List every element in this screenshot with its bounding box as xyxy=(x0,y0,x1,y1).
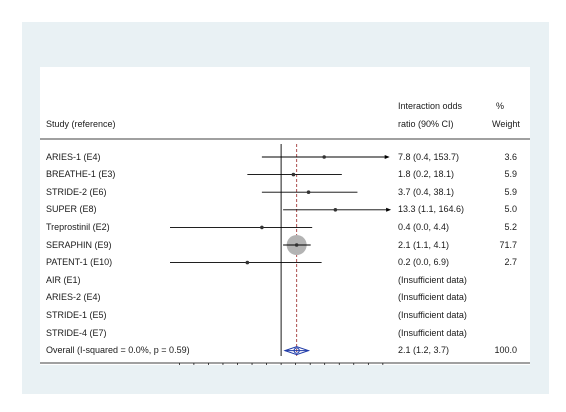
study-label: STRIDE-1 (E5) xyxy=(46,309,107,320)
or-ci-value: (Insufficient data) xyxy=(398,292,467,303)
forest-plot-svg: .125.25.5124816 xyxy=(40,138,530,365)
weight-value: 2.7 xyxy=(504,257,517,268)
ci-arrow xyxy=(384,155,390,159)
point-estimate xyxy=(306,190,311,194)
or-ci-value: 2.1 (1.1, 4.1) xyxy=(398,239,450,250)
overall-diamond xyxy=(283,346,311,356)
study-label: AIR (E1) xyxy=(46,274,81,285)
weight-column-header-line1: % xyxy=(496,101,505,111)
ci-arrow xyxy=(386,207,392,212)
study-column-header: Study (reference) xyxy=(46,119,116,129)
or-column-header-line2: ratio (90% CI) xyxy=(398,119,454,129)
weight-value: 5.2 xyxy=(504,221,517,232)
weight-value: 5.9 xyxy=(504,186,517,197)
point-estimate xyxy=(333,208,338,212)
point-estimate xyxy=(260,225,264,230)
or-ci-value: 2.1 (1.2, 3.7) xyxy=(398,345,450,356)
weight-column-header-line2: Weight xyxy=(492,119,520,129)
weight-value: 100.0 xyxy=(494,345,517,356)
point-estimate xyxy=(322,155,326,159)
study-label: SERAPHIN (E9) xyxy=(46,239,112,250)
or-ci-value: 0.2 (0.0, 6.9) xyxy=(398,257,450,268)
weight-value: 5.9 xyxy=(504,169,517,180)
study-label: PATENT-1 (E10) xyxy=(46,257,113,268)
or-ci-value: 13.3 (1.1, 164.6) xyxy=(398,204,465,215)
overall-point xyxy=(293,347,300,354)
or-ci-value: (Insufficient data) xyxy=(398,309,467,320)
point-estimate xyxy=(294,243,299,247)
weight-value: 5.0 xyxy=(504,204,517,215)
study-label: Treprostinil (E2) xyxy=(46,221,110,232)
point-estimate xyxy=(245,260,250,265)
study-label: ARIES-1 (E4) xyxy=(46,151,101,162)
point-estimate xyxy=(291,172,296,177)
weight-value: 3.6 xyxy=(504,151,517,162)
forest-plot-panel: Study (reference) Interaction odds ratio… xyxy=(40,67,530,365)
study-label: Overall (I-squared = 0.0%, p = 0.59) xyxy=(46,345,190,356)
or-ci-value: 7.8 (0.4, 153.7) xyxy=(398,151,460,162)
or-ci-value: 3.7 (0.4, 38.1) xyxy=(398,186,455,197)
study-label: SUPER (E8) xyxy=(46,204,97,215)
or-ci-value: 0.4 (0.0, 4.4) xyxy=(398,221,450,232)
or-ci-value: 1.8 (0.2, 18.1) xyxy=(398,169,455,180)
or-column-header-line1: Interaction odds xyxy=(398,101,463,111)
or-ci-value: (Insufficient data) xyxy=(398,274,467,285)
study-label: ARIES-2 (E4) xyxy=(46,292,101,303)
weight-value: 71.7 xyxy=(499,239,517,250)
study-label: BREATHE-1 (E3) xyxy=(46,169,116,180)
figure-background: Study (reference) Interaction odds ratio… xyxy=(22,22,549,394)
or-ci-value: (Insufficient data) xyxy=(398,327,467,338)
study-label: STRIDE-2 (E6) xyxy=(46,186,107,197)
study-label: STRIDE-4 (E7) xyxy=(46,327,107,338)
